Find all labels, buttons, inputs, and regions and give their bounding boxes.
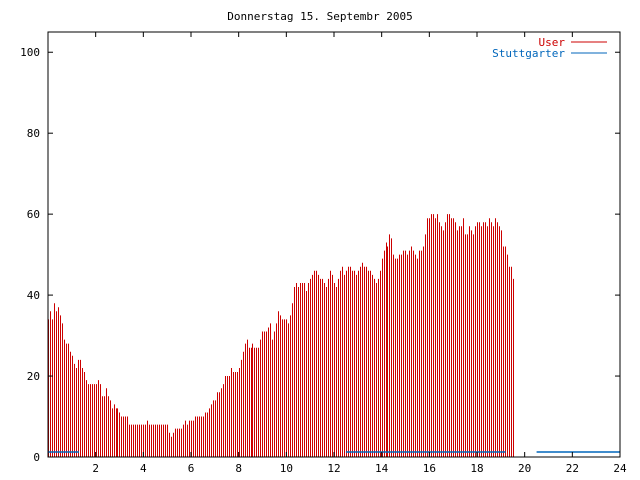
legend-label-stuttgarter: Stuttgarter <box>492 47 565 60</box>
x-tick-label: 16 <box>423 462 436 475</box>
x-tick-label: 4 <box>140 462 147 475</box>
y-tick-label: 100 <box>20 46 40 59</box>
user-bars <box>48 214 514 457</box>
x-tick-label: 24 <box>613 462 627 475</box>
legend: User Stuttgarter <box>492 36 607 60</box>
x-tick-label: 6 <box>188 462 195 475</box>
x-tick-label: 10 <box>280 462 293 475</box>
x-tick-label: 8 <box>235 462 242 475</box>
x-tick-label: 20 <box>518 462 531 475</box>
x-tick-label: 22 <box>566 462 579 475</box>
x-tick-label: 12 <box>327 462 340 475</box>
x-tick-label: 18 <box>470 462 483 475</box>
x-tick-label: 14 <box>375 462 389 475</box>
y-tick-label: 60 <box>27 208 40 221</box>
x-tick-label: 2 <box>92 462 99 475</box>
y-tick-label: 40 <box>27 289 40 302</box>
y-tick-label: 80 <box>27 127 40 140</box>
chart-title: Donnerstag 15. Septembr 2005 <box>227 10 412 23</box>
y-tick-label: 0 <box>33 451 40 464</box>
legend-label-user: User <box>539 36 566 49</box>
y-tick-label: 20 <box>27 370 40 383</box>
